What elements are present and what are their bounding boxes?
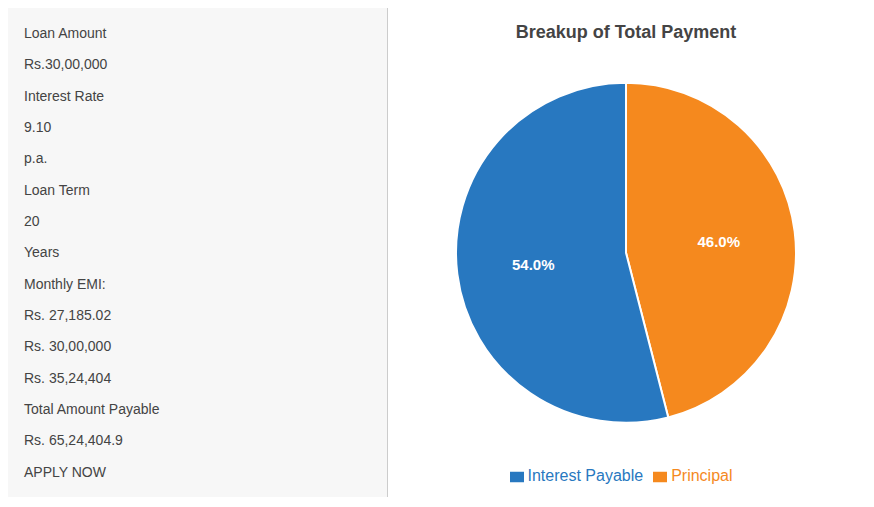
html-text:Breakup of Total Payment: Breakup of Total Payment [515,22,737,42]
html-text:Principal: Principal [671,467,733,484]
html-text:Years: Years [24,244,60,261]
html-text:Total Amount Payable: Total Amount Payable [24,401,160,418]
svg-text:46.0%: 46.0% [697,233,740,250]
html-text:Loan Amount: Loan Amount [24,25,107,41]
html-text:Monthly EMI:: Monthly EMI: [24,275,106,292]
html-text:p.a.: p.a. [24,150,48,167]
html-text:Interest Rate: Interest Rate [24,87,105,104]
html-text:Rs.30,00,000: Rs.30,00,000 [24,56,108,73]
html-text:9.10: 9.10 [24,119,52,135]
html-text:Rs. 65,24,404.9: Rs. 65,24,404.9 [24,432,123,449]
html-text:Loan Term: Loan Term [24,181,90,198]
svg-text:54.0%: 54.0% [512,256,555,273]
html-text:Rs. 35,24,404: Rs. 35,24,404 [24,369,112,386]
html-text:Rs. 27,185.02: Rs. 27,185.02 [24,307,112,324]
html-text:Rs. 30,00,000: Rs. 30,00,000 [24,338,112,355]
html-text:APPLY NOW: APPLY NOW [24,463,106,480]
html-text:20: 20 [24,213,40,230]
html-text:Interest Payable: Interest Payable [527,467,644,484]
